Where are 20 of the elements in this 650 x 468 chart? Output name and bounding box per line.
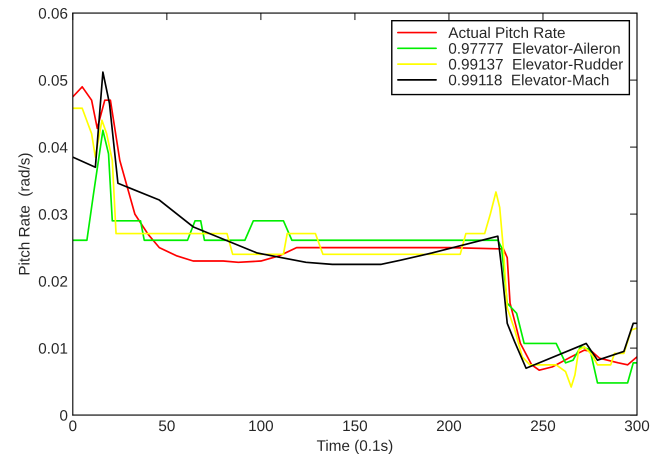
- y-tick-label: 0: [60, 410, 68, 421]
- y-tick-label: 0.01: [38, 342, 68, 354]
- x-tick-label: 300: [624, 420, 650, 432]
- y-axis-title: Pitch Rate (rad/s): [18, 154, 33, 274]
- x-tick-label: 200: [436, 420, 462, 432]
- y-tick-label: 0.05: [38, 74, 68, 86]
- y-tick-label: 0.02: [38, 276, 68, 287]
- legend-label: 0.99118 Elevator-Mach: [448, 74, 608, 86]
- legend-label: 0.99137 Elevator-Rudder: [448, 58, 624, 70]
- x-tick-label: 50: [158, 420, 175, 432]
- x-tick-label: 100: [249, 420, 274, 432]
- y-tick-label: 0.03: [38, 208, 68, 220]
- x-tick-label: 150: [343, 420, 368, 432]
- x-axis-title: Time (0.1s): [316, 440, 392, 454]
- y-tick-label: 0.06: [38, 8, 68, 19]
- y-tick-label: 0.04: [38, 142, 68, 153]
- x-tick-label: 250: [530, 420, 556, 432]
- legend-label: Actual Pitch Rate: [448, 26, 565, 38]
- x-tick-label: 0: [69, 420, 76, 432]
- legend-label: 0.97777 Elevator-Aileron: [448, 42, 620, 54]
